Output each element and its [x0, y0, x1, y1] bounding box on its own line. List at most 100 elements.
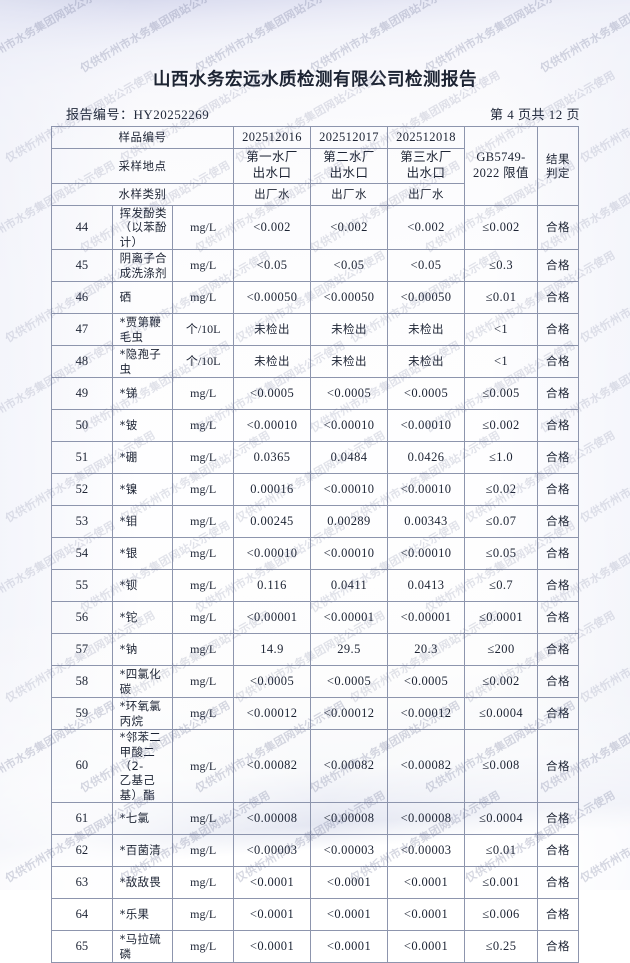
row-index: 44 [51, 204, 113, 251]
row-unit: mg/L [172, 930, 234, 963]
row-result-judgement: 合格 [537, 204, 579, 251]
page-number: 第 4 页共 12 页 [489, 107, 580, 122]
row-value-sample-2: 0.0484 [310, 441, 388, 475]
header-label-water-type: 水样类别 [51, 183, 234, 206]
header-label-sampling-site: 采样地点 [51, 148, 234, 184]
row-value-sample-2: <0.00003 [310, 834, 388, 867]
row-value-sample-2: <0.00008 [310, 802, 388, 835]
row-value-sample-3: <0.00012 [387, 697, 465, 731]
row-index: 65 [51, 930, 113, 963]
row-value-sample-2: <0.00082 [310, 729, 388, 803]
row-index: 60 [51, 729, 113, 803]
row-index: 55 [51, 569, 113, 603]
row-standard-limit: ≤0.002 [464, 665, 538, 699]
row-index: 45 [51, 249, 113, 283]
row-unit: mg/L [172, 697, 234, 731]
row-result-judgement: 合格 [537, 377, 579, 411]
row-value-sample-1: <0.00001 [233, 601, 311, 635]
row-item-name: *四氯化碳 [111, 665, 174, 699]
row-value-sample-2: <0.00010 [310, 473, 388, 507]
row-unit: mg/L [172, 249, 234, 283]
table-row: 58 *四氯化碳 mg/L <0.0005 <0.0005 <0.0005 ≤0.002 合格 [51, 665, 579, 699]
row-result-judgement: 合格 [537, 697, 579, 731]
row-value-sample-1: <0.002 [233, 204, 311, 251]
table-row: 62 *百菌清 mg/L <0.00003 <0.00003 <0.00003 ≤0.01 合… [51, 834, 579, 867]
row-item-name: *马拉硫磷 [111, 930, 174, 963]
row-value-sample-2: <0.0001 [310, 930, 388, 963]
row-value-sample-3: <0.0001 [387, 866, 465, 899]
row-index: 47 [51, 313, 113, 347]
row-unit: mg/L [172, 601, 234, 635]
row-value-sample-1: 0.0365 [233, 441, 311, 475]
row-item-name: *乐果 [111, 898, 174, 931]
header-sampling-site-3: 第三水厂 出水口 [387, 148, 465, 184]
row-standard-limit: ≤0.7 [464, 569, 538, 603]
row-index: 51 [51, 441, 113, 475]
row-unit: mg/L [172, 866, 234, 899]
row-value-sample-1: <0.0005 [233, 377, 311, 411]
header-row-water-type: 水样类别 出厂水 出厂水 出厂水 [51, 183, 579, 206]
row-result-judgement: 合格 [537, 834, 579, 867]
row-value-sample-3: 未检出 [387, 313, 465, 347]
row-item-name: *锑 [111, 377, 174, 411]
row-unit: mg/L [172, 281, 234, 315]
row-result-judgement: 合格 [537, 898, 579, 931]
header-water-type-3: 出厂水 [387, 183, 465, 206]
header-row-sample-no: 样品编号 202512016 202512017 202512018 GB5749- 20… [51, 126, 579, 206]
row-item-name: *邻苯二甲酸二（2- 乙基己基）酯 [111, 729, 174, 803]
row-index: 62 [51, 834, 113, 867]
row-index: 56 [51, 601, 113, 635]
row-value-sample-3: <0.00010 [387, 409, 465, 443]
row-value-sample-2: <0.00010 [310, 537, 388, 571]
row-standard-limit: ≤200 [464, 633, 538, 667]
row-result-judgement: 合格 [537, 802, 579, 835]
row-unit: 个/10L [172, 313, 234, 347]
row-value-sample-3: <0.0001 [387, 898, 465, 931]
row-unit: mg/L [172, 802, 234, 835]
row-standard-limit: ≤0.01 [464, 834, 538, 867]
water-quality-results-table: 样品编号 202512016 202512017 202512018 GB5749- 20… [51, 126, 579, 963]
row-standard-limit: ≤0.3 [464, 249, 538, 283]
row-value-sample-1: <0.00082 [233, 729, 311, 803]
row-result-judgement: 合格 [537, 505, 579, 539]
row-item-name: *钼 [111, 505, 174, 539]
row-value-sample-3: <0.00010 [387, 537, 465, 571]
row-result-judgement: 合格 [537, 409, 579, 443]
row-item-name: *隐孢子虫 [111, 345, 174, 379]
row-standard-limit: ≤0.01 [464, 281, 538, 315]
row-value-sample-3: <0.00001 [387, 601, 465, 635]
row-value-sample-3: <0.0005 [387, 377, 465, 411]
row-standard-limit: ≤0.001 [464, 866, 538, 899]
row-item-name: *百菌清 [111, 834, 174, 867]
row-value-sample-3: <0.002 [387, 204, 465, 251]
row-value-sample-3: 0.00343 [387, 505, 465, 539]
row-value-sample-1: <0.00008 [233, 802, 311, 835]
row-unit: mg/L [172, 473, 234, 507]
row-value-sample-2: <0.002 [310, 204, 388, 251]
row-standard-limit: ≤0.006 [464, 898, 538, 931]
row-standard-limit: ≤0.002 [464, 204, 538, 251]
row-value-sample-1: 0.00016 [233, 473, 311, 507]
row-index: 59 [51, 697, 113, 731]
table-row: 56 *铊 mg/L <0.00001 <0.00001 <0.00001 ≤0.0001 合… [51, 601, 579, 635]
row-item-name: *铍 [111, 409, 174, 443]
row-index: 53 [51, 505, 113, 539]
row-standard-limit: ≤0.05 [464, 537, 538, 571]
row-value-sample-2: 0.0411 [310, 569, 388, 603]
row-value-sample-1: <0.00012 [233, 697, 311, 731]
row-value-sample-1: 未检出 [233, 345, 311, 379]
row-unit: mg/L [172, 729, 234, 803]
row-standard-limit: ≤0.005 [464, 377, 538, 411]
row-value-sample-2: <0.00012 [310, 697, 388, 731]
row-item-name: *铊 [111, 601, 174, 635]
row-value-sample-1: <0.0001 [233, 930, 311, 963]
table-row: 53 *钼 mg/L 0.00245 0.00289 0.00343 ≤0.07 合格 [51, 505, 579, 539]
row-index: 63 [51, 866, 113, 899]
row-value-sample-3: <0.0005 [387, 665, 465, 699]
row-value-sample-3: <0.00082 [387, 729, 465, 803]
row-value-sample-1: 14.9 [233, 633, 311, 667]
row-index: 52 [51, 473, 113, 507]
row-unit: mg/L [172, 633, 234, 667]
row-unit: mg/L [172, 665, 234, 699]
row-value-sample-1: <0.00050 [233, 281, 311, 315]
